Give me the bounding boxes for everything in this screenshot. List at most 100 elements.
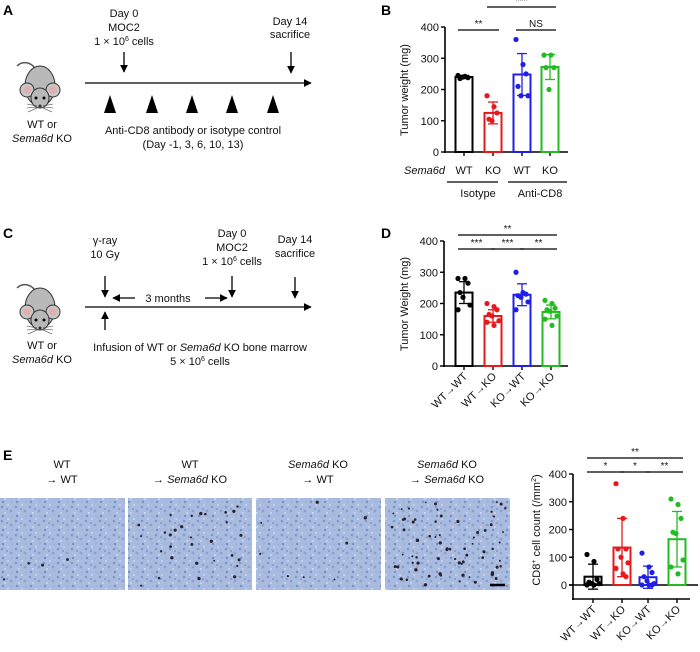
stained-cell <box>393 565 397 569</box>
day14-label: Day 14 <box>273 16 308 28</box>
data-point <box>584 551 590 558</box>
data-point <box>542 297 548 303</box>
stained-cell <box>481 556 485 559</box>
data-point <box>484 300 490 307</box>
significance-label: * <box>604 461 608 472</box>
panel-label-e: E <box>3 447 12 463</box>
y-tick-label: 100 <box>421 116 439 128</box>
tissue-section <box>0 498 125 590</box>
stained-cell <box>434 502 437 506</box>
data-point <box>523 71 529 77</box>
injection-triangle-icon <box>267 95 279 113</box>
data-point <box>584 582 590 588</box>
tissue-section <box>256 498 381 590</box>
data-point <box>541 52 547 58</box>
data-point <box>649 569 655 576</box>
mouse-genotype: Sema6d KO <box>12 354 72 366</box>
stained-cell <box>499 565 502 568</box>
micrograph-header: Sema6d KO → WT <box>288 459 348 486</box>
micrograph-title-line2: → WT <box>302 474 333 486</box>
group-label-isotype: Isotype <box>460 188 495 200</box>
data-point <box>639 582 645 588</box>
micrograph-header: Sema6d KO → Sema6d KO <box>410 459 484 486</box>
y-tick-label: 300 <box>421 53 439 65</box>
treatment-label: Anti-CD8 antibody or isotype control <box>105 125 281 137</box>
stained-cell <box>390 525 394 529</box>
stained-cell <box>468 576 471 578</box>
data-point <box>460 294 466 300</box>
data-point <box>484 93 490 99</box>
stained-cell <box>204 512 207 516</box>
dose-label: 10 Gy <box>90 249 120 261</box>
panel-c-schematic: C WT or Sema6d KO γ-ray 10 Gy 3 months D… <box>3 225 315 368</box>
stained-cell <box>423 583 428 587</box>
significance-label: ** <box>535 238 543 249</box>
data-point <box>641 574 647 580</box>
stained-cell <box>180 525 184 529</box>
irradiation-label: γ-ray <box>93 235 118 247</box>
stained-cell <box>169 545 172 549</box>
row-label-sema6d: Sema6d <box>404 165 446 177</box>
significance-label: ** <box>504 224 512 235</box>
moc2-label: MOC2 <box>216 242 248 254</box>
data-point <box>613 565 619 571</box>
stained-cell <box>492 515 496 518</box>
stained-cell <box>436 508 439 511</box>
infusion-cells-label: 5 × 106 cells <box>170 356 230 368</box>
stained-cell <box>199 511 203 516</box>
stained-cell <box>415 556 418 559</box>
panel-a-schematic: A WT or Sema6d KO Day 0 MOC2 1 × 106 cel… <box>3 2 312 151</box>
data-point <box>520 61 526 68</box>
data-point <box>623 574 629 580</box>
stained-cell <box>239 533 243 537</box>
data-point <box>494 110 500 116</box>
y-tick-label: 400 <box>549 469 567 481</box>
stained-cell <box>405 578 409 582</box>
micrograph-header: WT → WT <box>46 459 77 486</box>
data-point <box>594 576 600 583</box>
data-point <box>675 571 681 577</box>
stained-cell <box>473 580 477 584</box>
stained-cell <box>259 552 262 555</box>
panel-label-c: C <box>3 225 13 241</box>
y-axis-label-d: Tumor Weight (mg) <box>399 257 411 351</box>
stained-cell <box>491 547 494 551</box>
significance-label: *** <box>471 238 483 249</box>
stained-cell <box>157 576 161 580</box>
stained-cell <box>363 516 367 520</box>
y-tick-label: 400 <box>421 22 439 34</box>
stained-cell <box>197 576 201 581</box>
data-point <box>678 515 684 522</box>
data-point <box>515 83 521 89</box>
mouse-label: WT or <box>27 340 57 352</box>
tissue-tint <box>0 498 125 590</box>
stained-cell <box>170 556 174 560</box>
stained-cell <box>434 520 437 523</box>
panel-e-micrographs: WT → WT WT → Sema6d KO Sema6d KO → WT Se… <box>0 459 510 590</box>
data-point <box>491 322 497 328</box>
stained-cell <box>463 547 466 550</box>
stained-cell <box>224 511 227 514</box>
stained-cell <box>345 541 349 545</box>
infusion-label: Infusion of WT or Sema6d KO bone marrow <box>93 342 307 354</box>
panel-label-d: D <box>381 225 391 241</box>
stained-cell <box>424 501 427 504</box>
stained-cell <box>190 514 193 518</box>
data-point <box>457 289 463 296</box>
y-tick-label: 300 <box>420 267 438 279</box>
stained-cell <box>236 505 239 508</box>
stained-cell <box>495 565 499 569</box>
data-point <box>547 308 553 314</box>
stained-cell <box>302 576 305 579</box>
significance-label: ** <box>475 19 483 30</box>
data-point <box>484 319 490 325</box>
stained-cell <box>499 502 503 506</box>
data-point <box>465 280 471 286</box>
stained-cell <box>502 531 505 534</box>
moc2-label: MOC2 <box>108 22 140 34</box>
mouse-icon <box>16 283 61 335</box>
